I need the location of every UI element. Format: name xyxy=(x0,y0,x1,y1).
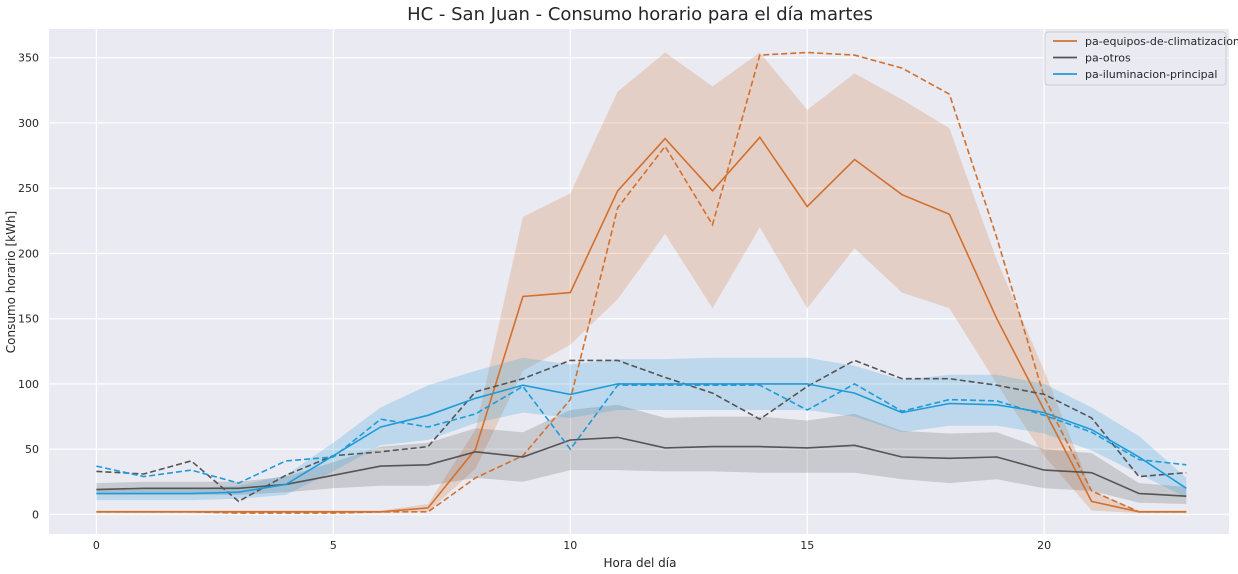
y-tick-label: 200 xyxy=(18,247,39,260)
y-axis-label: Consumo horario [kWh] xyxy=(4,211,18,353)
band-pa-otros xyxy=(96,404,1187,504)
legend-entry: pa-otros xyxy=(1085,52,1131,65)
grid xyxy=(49,29,1229,534)
line-pa-iluminacion-principal xyxy=(96,383,1187,495)
x-axis-label: Hora del día xyxy=(604,556,677,570)
dashed-line-pa-equipos-de-climatizacion xyxy=(96,51,1187,514)
x-tick-label: 0 xyxy=(93,539,100,552)
x-tick-label: 20 xyxy=(1037,539,1051,552)
dashed-line-pa-iluminacion-principal xyxy=(96,382,1187,484)
y-tick-label: 50 xyxy=(25,443,39,456)
y-tick-label: 150 xyxy=(18,313,39,326)
line-pa-equipos-de-climatizacion xyxy=(96,136,1187,513)
x-tick-label: 5 xyxy=(330,539,337,552)
y-tick-label: 100 xyxy=(18,378,39,391)
legend: pa-equipos-de-climatizacion pa-otros pa-il… xyxy=(1044,31,1238,86)
plot-area xyxy=(49,29,1229,534)
dashed-line-pa-otros xyxy=(96,359,1187,503)
band-pa-equipos-de-climatizacion xyxy=(96,52,1187,514)
confidence-bands xyxy=(96,52,1187,514)
x-tick-label: 15 xyxy=(800,539,814,552)
legend-box xyxy=(1044,31,1227,86)
x-tick-label: 10 xyxy=(563,539,577,552)
y-tick-label: 250 xyxy=(18,182,39,195)
legend-entry: pa-equipos-de-climatizacion xyxy=(1085,35,1238,48)
chart-title: HC - San Juan - Consumo horario para el … xyxy=(407,4,873,25)
y-tick-label: 300 xyxy=(18,117,39,130)
legend-entry: pa-iluminacion-principal xyxy=(1085,68,1217,81)
y-tick-label: 0 xyxy=(32,508,39,521)
y-tick-label: 350 xyxy=(18,52,39,65)
band-pa-iluminacion-principal xyxy=(96,357,1187,501)
series-lines xyxy=(96,51,1187,514)
